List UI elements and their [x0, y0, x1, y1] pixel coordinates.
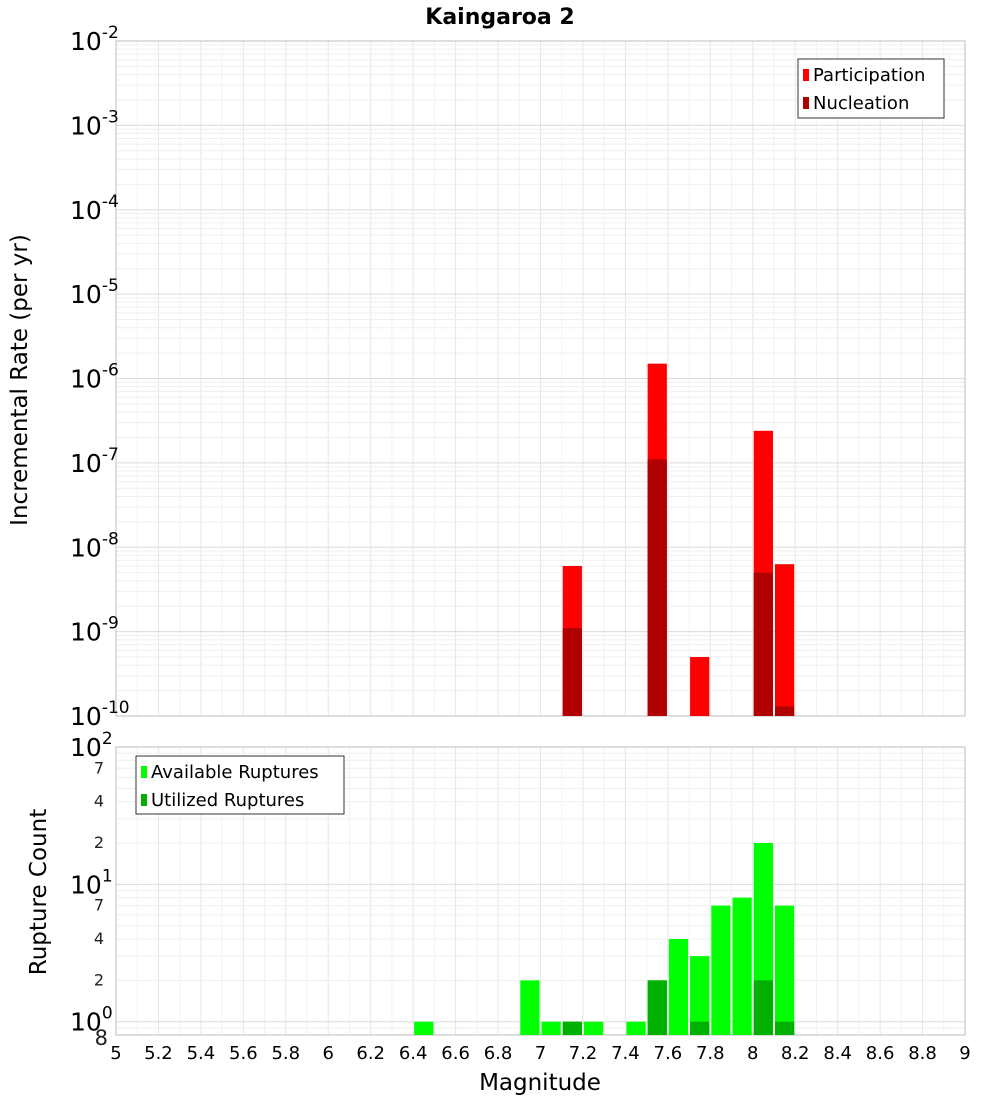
- bar: [647, 980, 667, 1035]
- x-tick-label: 8.2: [781, 1043, 810, 1064]
- x-ticks: 5 5.2 5.4 5.6 5.8 6 6.2 6.4 6.6 6.8 7 7.2 7.4 7.6 7.8 8…: [110, 1043, 970, 1064]
- y-tick-label: 4: [94, 792, 104, 811]
- bar: [583, 1021, 604, 1035]
- x-tick-label: 7: [535, 1043, 546, 1064]
- bar: [562, 628, 582, 716]
- top-y-ticks: 10-10 10-9 10-8 10-7 10-6 10-5 10-4 10-3 10-2: [70, 23, 130, 731]
- legend-swatch: [803, 69, 809, 81]
- legend-label: Available Ruptures: [151, 762, 319, 783]
- bottom-legend: Available Ruptures Utilized Ruptures: [135, 755, 345, 815]
- x-tick-label: 5.8: [271, 1043, 300, 1064]
- top-y-axis-label: Incremental Rate (per yr): [7, 234, 33, 526]
- x-tick-label: 6.4: [399, 1043, 428, 1064]
- plot-frame: [115, 40, 966, 717]
- bar: [690, 657, 710, 716]
- bar: [732, 897, 752, 1035]
- bar: [647, 459, 667, 716]
- legend-box: [797, 58, 945, 119]
- bottom-grid: [115, 746, 966, 1036]
- plot-frame: [115, 746, 966, 1036]
- x-tick-label: 6.2: [356, 1043, 385, 1064]
- y-tick-label: 10-7: [70, 445, 119, 478]
- legend-swatch: [141, 794, 147, 806]
- x-tick-label: 7.6: [654, 1043, 683, 1064]
- y-tick-label: 7: [94, 758, 104, 777]
- bar: [774, 1021, 795, 1035]
- x-tick-label: 7.8: [696, 1043, 725, 1064]
- bar: [690, 956, 710, 1035]
- y-tick-label: 10-2: [70, 23, 119, 56]
- bar: [774, 564, 795, 716]
- bottom-y-axis-label: Rupture Count: [26, 809, 52, 975]
- chart-title: Kaingaroa 2: [425, 5, 574, 30]
- bar: [711, 905, 731, 1035]
- x-tick-label: 5.6: [229, 1043, 258, 1064]
- y-tick-label: 101: [70, 866, 113, 899]
- x-tick-label: 9: [959, 1043, 970, 1064]
- bar: [753, 980, 773, 1035]
- bar: [753, 572, 773, 716]
- bar: [668, 939, 689, 1035]
- y-tick-label: 10-8: [70, 529, 119, 562]
- top-bars: [562, 363, 795, 716]
- y-tick-label: 2: [94, 970, 104, 989]
- y-tick-label: 2: [94, 833, 104, 852]
- bottom-bars: [414, 843, 795, 1035]
- legend-label: Utilized Ruptures: [151, 790, 304, 811]
- y-tick-label: 10-5: [70, 276, 119, 309]
- y-tick-label: 10-3: [70, 107, 119, 140]
- x-tick-label: 5: [110, 1043, 121, 1064]
- bar: [690, 1021, 710, 1035]
- x-tick-label: 8: [747, 1043, 758, 1064]
- legend-label: Nucleation: [813, 93, 909, 114]
- y-tick-label: 8: [95, 1026, 108, 1050]
- x-tick-label: 6.6: [441, 1043, 470, 1064]
- y-tick-label: 10-6: [70, 361, 119, 394]
- x-tick-label: 8.6: [866, 1043, 895, 1064]
- bar: [774, 706, 795, 716]
- bottom-y-ticks: 100 101 102 8 2 4 7 2 4 7: [70, 729, 113, 1050]
- x-tick-label: 5.4: [187, 1043, 216, 1064]
- legend-box: [135, 755, 345, 815]
- y-tick-label: 4: [94, 929, 104, 948]
- bar: [626, 1021, 646, 1035]
- bar: [520, 980, 540, 1035]
- bar: [774, 905, 795, 1035]
- legend-label: Participation: [813, 65, 925, 86]
- x-tick-label: 6.8: [484, 1043, 513, 1064]
- y-tick-label: 10-10: [70, 698, 130, 731]
- x-tick-label: 8.8: [908, 1043, 937, 1064]
- top-grid: [115, 40, 966, 717]
- bar: [541, 1021, 561, 1035]
- bar: [414, 1021, 434, 1035]
- top-legend: Participation Nucleation: [797, 58, 945, 119]
- x-axis-label: Magnitude: [479, 1070, 601, 1096]
- y-tick-label: 10-9: [70, 614, 119, 647]
- x-tick-label: 5.2: [144, 1043, 173, 1064]
- x-tick-label: 7.4: [611, 1043, 640, 1064]
- y-tick-label: 7: [94, 896, 104, 915]
- bar: [562, 1021, 582, 1035]
- x-tick-label: 8.4: [823, 1043, 852, 1064]
- legend-swatch: [803, 97, 809, 109]
- y-tick-label: 102: [70, 729, 113, 762]
- y-tick-label: 100: [70, 1004, 113, 1037]
- x-tick-label: 6: [323, 1043, 334, 1064]
- legend-swatch: [141, 766, 147, 778]
- y-tick-label: 10-4: [70, 192, 119, 225]
- x-tick-label: 7.2: [569, 1043, 598, 1064]
